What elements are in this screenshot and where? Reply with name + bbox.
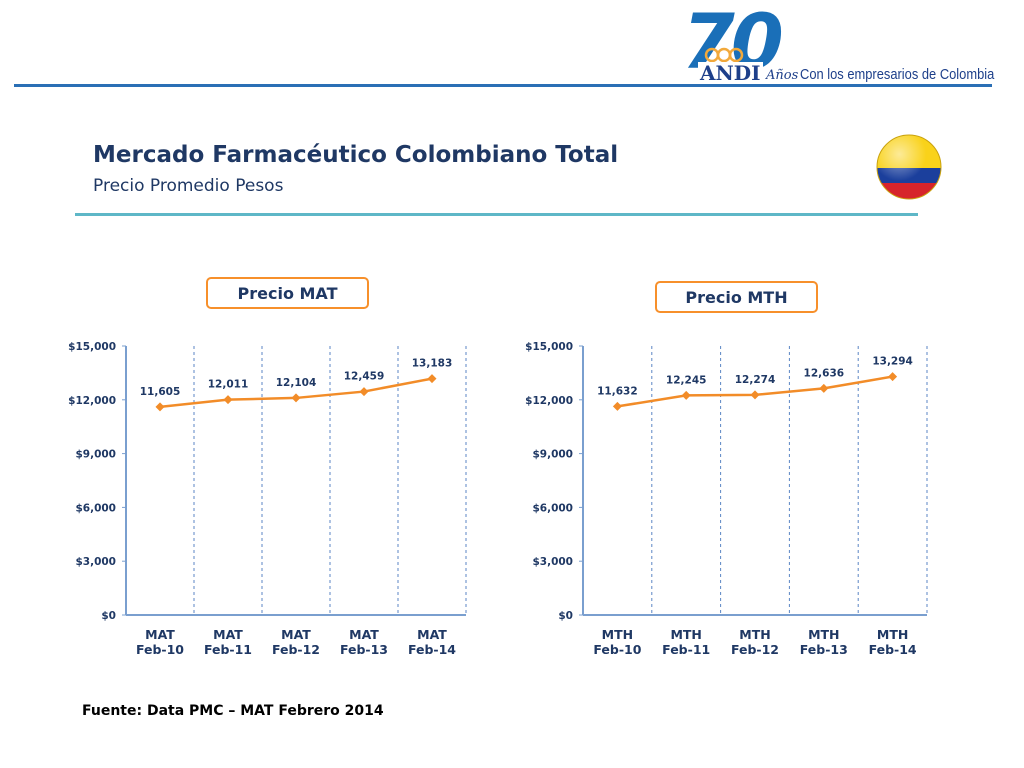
y-tick-label: $15,000 (525, 341, 573, 353)
y-tick-label: $0 (558, 610, 573, 622)
x-tick-label: MAT Feb-10 (136, 627, 184, 657)
y-tick-label: $15,000 (68, 341, 116, 353)
y-tick-label: $6,000 (75, 502, 116, 514)
logo-anos: Años (766, 68, 799, 83)
y-tick-label: $3,000 (532, 556, 573, 568)
logo-name: ANDI (698, 61, 763, 85)
andi-logo: 70 ANDI Años Con los empresarios de Colo… (682, 4, 995, 86)
chart-mat: $0 $3,000 $6,000 $9,000 $12,000 $15,000 MAT Feb… (68, 341, 467, 657)
chart-title-mat: Precio MAT (206, 277, 369, 309)
data-point (819, 383, 829, 393)
x-tick-label: MTH Feb-10 (593, 627, 641, 657)
data-label: 13,183 (412, 358, 453, 370)
logo-rings-icon (704, 47, 744, 63)
y-tick-label: $12,000 (525, 395, 573, 407)
data-point (888, 372, 898, 382)
data-point (359, 387, 369, 397)
x-tick-label: MTH Feb-11 (662, 627, 710, 657)
data-point (750, 390, 760, 400)
x-tick-label: MAT Feb-12 (272, 627, 320, 657)
data-label: 12,245 (666, 374, 707, 386)
source-note: Fuente: Data PMC – MAT Febrero 2014 (82, 703, 384, 719)
data-label: 11,632 (597, 385, 638, 397)
x-tick-label: MTH Feb-14 (869, 627, 917, 657)
x-tick-label: MAT Feb-13 (340, 627, 388, 657)
logo-tagline: Con los empresarios de Colombia (800, 66, 995, 83)
data-label: 13,294 (872, 356, 913, 368)
data-point (681, 390, 691, 400)
title-rule (75, 213, 918, 216)
x-tick-label: MAT Feb-14 (408, 627, 456, 657)
chart-title-mth: Precio MTH (655, 281, 818, 313)
y-tick-label: $0 (101, 610, 116, 622)
data-label: 12,011 (208, 379, 249, 391)
chart-mth: $0 $3,000 $6,000 $9,000 $12,000 $15,000 MTH Feb… (525, 341, 928, 657)
colombia-flag-icon (876, 134, 942, 200)
slide-subtitle: Precio Promedio Pesos (93, 176, 284, 196)
y-tick-label: $9,000 (532, 449, 573, 461)
data-label: 12,459 (344, 371, 385, 383)
x-tick-label: MAT Feb-11 (204, 627, 252, 657)
y-tick-label: $12,000 (68, 395, 116, 407)
x-tick-label: MTH Feb-12 (731, 627, 779, 657)
data-point (612, 401, 622, 411)
data-label: 12,274 (735, 374, 776, 386)
slide-title: Mercado Farmacéutico Colombiano Total (93, 142, 619, 168)
x-tick-label: MTH Feb-13 (800, 627, 848, 657)
data-label: 12,104 (276, 377, 317, 389)
data-label: 11,605 (140, 386, 181, 398)
data-point (291, 393, 301, 403)
data-point (223, 395, 233, 405)
y-tick-label: $6,000 (532, 502, 573, 514)
y-tick-label: $9,000 (75, 449, 116, 461)
data-point (155, 402, 165, 412)
header-rule (14, 84, 992, 87)
data-label: 12,636 (804, 367, 845, 379)
y-tick-label: $3,000 (75, 556, 116, 568)
data-point (427, 374, 437, 384)
